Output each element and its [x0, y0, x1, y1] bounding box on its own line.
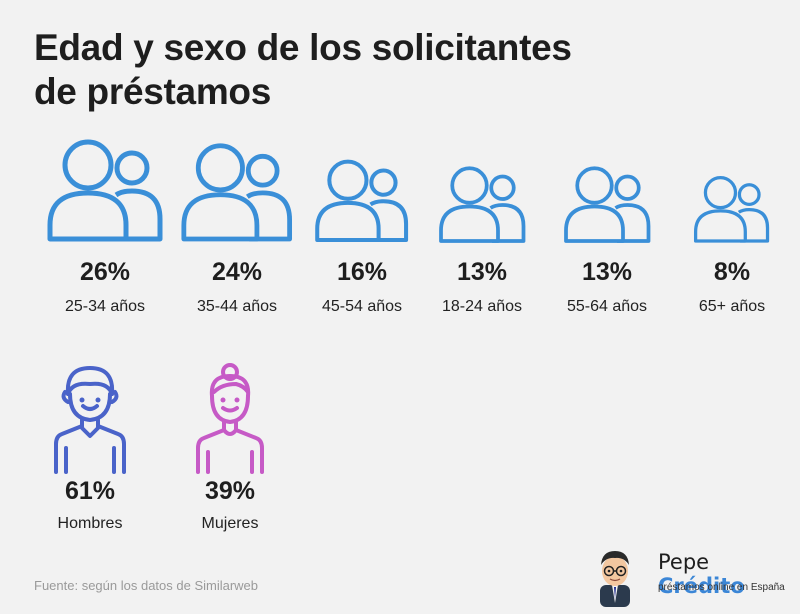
- brand-tagline: préstamos online en España: [658, 582, 785, 593]
- title-line-2: de préstamos: [34, 71, 271, 112]
- brand-name-part1: Pepe: [658, 550, 710, 574]
- title-line-1: Edad y sexo de los solicitantes: [34, 27, 572, 68]
- users-icon: [181, 143, 293, 242]
- age-percentage: 13%: [456, 258, 508, 286]
- age-percentage: 26%: [79, 258, 131, 286]
- age-range-label: 35-44 años: [196, 298, 278, 315]
- page-title: Edad y sexo de los solicitantes de prést…: [34, 26, 754, 114]
- users-icon: [438, 165, 526, 243]
- brand-mascot-icon: [600, 551, 630, 607]
- age-percentage: 13%: [581, 258, 633, 286]
- age-percentage: 24%: [211, 258, 263, 286]
- age-range-label: 25-34 años: [64, 298, 146, 315]
- users-icon: [694, 176, 770, 243]
- woman-icon: [196, 363, 264, 474]
- brand-name: Pepe Crédito: [658, 550, 800, 598]
- source-note: Fuente: según los datos de Similarweb: [34, 578, 259, 593]
- brand-name-part2: Crédito: [658, 574, 745, 598]
- age-range-label: 18-24 años: [441, 298, 523, 315]
- age-range-label: 45-54 años: [321, 298, 403, 315]
- age-range-label: 55-64 años: [566, 298, 648, 315]
- gender-label: Mujeres: [201, 515, 259, 532]
- gender-label: Hombres: [57, 515, 123, 532]
- age-percentage: 8%: [713, 258, 751, 286]
- users-icon: [315, 159, 409, 243]
- age-percentage: 16%: [336, 258, 388, 286]
- users-icon: [47, 139, 163, 242]
- man-icon: [54, 366, 126, 474]
- users-icon: [563, 165, 651, 243]
- age-range-label: 65+ años: [698, 298, 766, 315]
- gender-percentage: 39%: [204, 477, 256, 505]
- gender-percentage: 61%: [64, 477, 116, 505]
